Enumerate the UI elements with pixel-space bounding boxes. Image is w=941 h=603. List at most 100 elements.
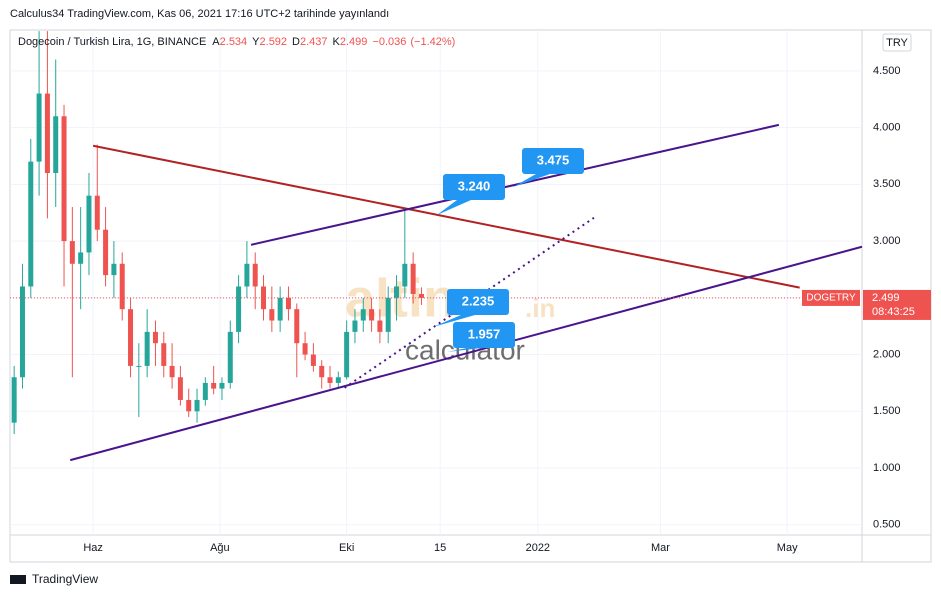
price-label: 2.499	[872, 292, 900, 304]
callout-label: 3.475	[537, 152, 570, 167]
callout-tail	[433, 315, 475, 327]
y-tick-label: 4.000	[873, 122, 901, 134]
ohlc-label: Y	[252, 36, 260, 48]
candle-body	[244, 263, 250, 287]
candle-body	[385, 297, 391, 332]
candle-body	[252, 263, 258, 287]
candle-body	[28, 161, 34, 287]
candle-body	[161, 343, 167, 366]
candle-body	[227, 331, 233, 383]
candle-body	[394, 286, 400, 298]
callout-box	[522, 148, 584, 174]
candle-body	[302, 343, 308, 355]
callout-label: 3.240	[458, 178, 491, 193]
callout-tail	[437, 200, 471, 215]
candle-body	[69, 241, 75, 264]
x-tick-label: 2022	[526, 542, 550, 554]
candle-body	[36, 93, 42, 162]
candle-body	[53, 116, 59, 173]
trend-line	[92, 144, 800, 289]
x-tick-label: Haz	[83, 542, 103, 554]
x-tick-label: May	[777, 542, 798, 554]
ohlc-value: 2.499	[340, 36, 368, 48]
candle-body	[335, 377, 341, 383]
price-label-bg	[863, 289, 931, 320]
callout-tail	[447, 348, 481, 352]
candle-body	[78, 252, 84, 264]
y-tick-label: 4.500	[873, 65, 901, 77]
currency-label[interactable]: TRY	[886, 37, 908, 49]
candle-body	[211, 382, 217, 389]
candle-body	[94, 195, 100, 230]
currency-button[interactable]	[882, 33, 912, 52]
candle-body	[202, 382, 208, 400]
candle-body	[103, 229, 109, 276]
candle-body	[369, 309, 375, 321]
callout-tail	[513, 174, 550, 187]
change-pct: (−1.42%)	[410, 36, 455, 48]
x-tick-label: 15	[434, 542, 446, 554]
candle-body	[310, 354, 316, 366]
candle-body	[319, 365, 325, 378]
candle-body	[119, 263, 125, 310]
logo	[10, 575, 26, 584]
y-tick-label: 1.000	[873, 462, 901, 474]
symbol-tag: DOGETRY	[806, 293, 856, 304]
countdown: 08:43:25	[872, 306, 915, 318]
candle-body	[402, 263, 408, 287]
candle-body	[261, 286, 267, 310]
candle-body	[277, 297, 283, 321]
candle-body	[44, 93, 50, 173]
y-tick-label: 2.000	[873, 348, 901, 360]
callout-box	[453, 322, 515, 348]
ohlc-value: 2.437	[300, 36, 328, 48]
candle-body	[219, 382, 225, 389]
candle-body	[285, 297, 291, 310]
y-tick-label: 1.500	[873, 405, 901, 417]
symbol-tag-bg	[802, 289, 860, 306]
legend: Dogecoin / Turkish Lira, 1G, BINANCE A2.5…	[18, 36, 455, 48]
y-tick-label: 0.500	[873, 519, 901, 531]
ohlc-value: 2.534	[220, 36, 248, 48]
ohlc-value: 2.592	[260, 36, 288, 48]
trend-line	[70, 245, 863, 462]
candle-body	[19, 286, 25, 378]
x-tick-label: Eki	[339, 542, 354, 554]
candle-body	[136, 365, 142, 367]
footer: TradingView	[32, 572, 98, 586]
candle-body	[410, 263, 416, 294]
ohlc-label: A	[212, 36, 220, 48]
x-tick-label: Ağu	[210, 542, 230, 554]
change: −0.036	[372, 36, 406, 48]
candle-body	[61, 116, 67, 242]
candle-body	[111, 263, 117, 276]
candle-body	[327, 377, 333, 383]
callout-box	[447, 289, 509, 315]
candle-body	[418, 293, 424, 298]
candle-body	[128, 309, 134, 366]
candle-body	[169, 365, 175, 378]
candle-body	[360, 309, 366, 321]
candle-body	[377, 320, 383, 332]
callout-label: 1.957	[468, 326, 501, 341]
candle-body	[86, 195, 92, 253]
candle-body	[152, 331, 158, 344]
candle-body	[11, 377, 17, 423]
y-tick-label: 3.500	[873, 178, 901, 190]
ohlc-label: D	[292, 36, 300, 48]
trend-line	[250, 123, 780, 246]
header: Calculus34 TradingView.com, Kas 06, 2021…	[10, 8, 389, 20]
candle-body	[194, 399, 200, 412]
legend-title: Dogecoin / Turkish Lira, 1G, BINANCE	[18, 36, 206, 48]
candle-body	[186, 399, 192, 412]
candle-body	[352, 320, 358, 332]
x-tick-label: Mar	[651, 542, 670, 554]
y-tick-label: 3.000	[873, 235, 901, 247]
candle-body	[144, 331, 150, 366]
ohlc-label: K	[333, 36, 341, 48]
watermark: .in	[525, 293, 555, 323]
candle-body	[344, 331, 350, 378]
candle-body	[269, 309, 275, 321]
callout-label: 2.235	[462, 293, 495, 308]
